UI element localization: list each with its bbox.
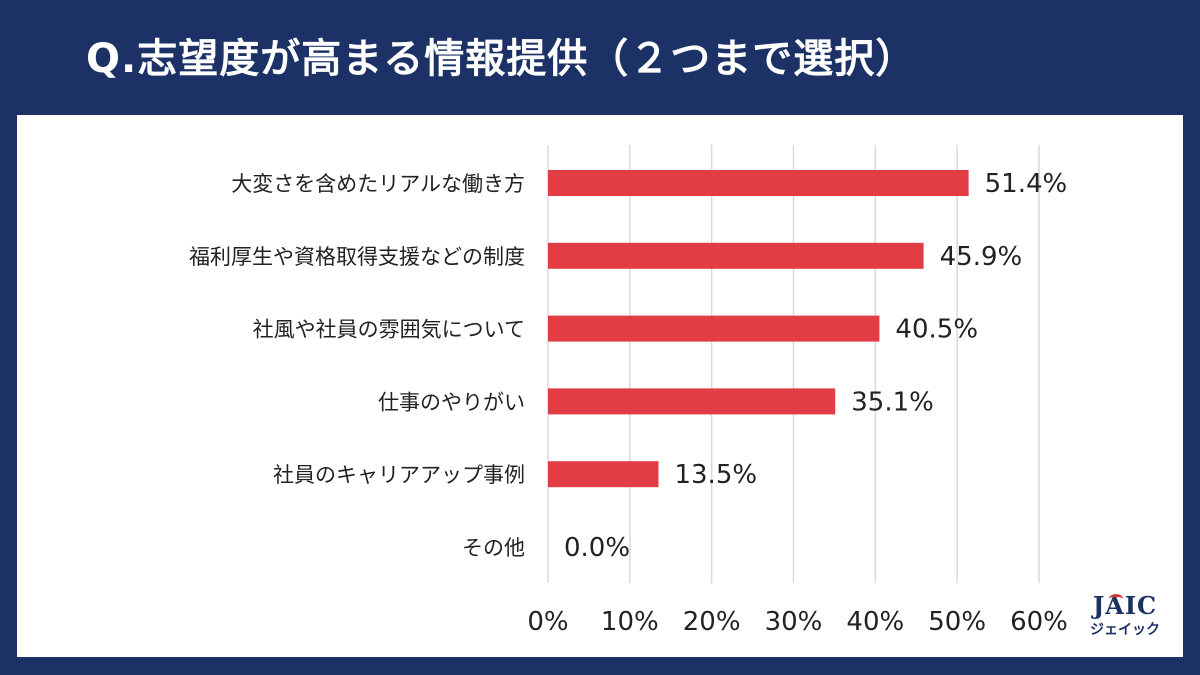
- value-label: 0.0%: [564, 533, 630, 563]
- logo-swoosh-icon: [1109, 594, 1123, 603]
- bar-2: [548, 242, 924, 269]
- category-label: その他: [462, 536, 525, 560]
- jaic-logo: JAIC ジェイック: [1075, 592, 1175, 648]
- logo-sub-text: ジェイック: [1090, 622, 1160, 638]
- bar-chart: 0% 10% 20% 30% 40% 50% 60% 大変さを含めたリアルな働き方 51.4% 福…: [189, 145, 1068, 637]
- bar-5: [548, 461, 659, 488]
- category-label: 仕事のやりがい: [378, 390, 525, 414]
- value-label: 45.9%: [940, 242, 1023, 272]
- chart-title: Q.志望度が高まる情報提供（２つまで選択）: [86, 36, 917, 82]
- x-tick-label: 50%: [928, 607, 986, 637]
- x-tick-label: 10%: [601, 607, 659, 637]
- bar-1: [548, 170, 969, 196]
- value-label: 35.1%: [851, 387, 934, 417]
- x-tick-label: 20%: [683, 607, 741, 637]
- value-label: 51.4%: [985, 169, 1068, 199]
- bar-4: [548, 388, 836, 415]
- category-label: 福利厚生や資格取得支援などの制度: [189, 245, 525, 269]
- value-label: 40.5%: [895, 315, 978, 345]
- x-tick-label: 30%: [765, 607, 823, 637]
- logo-main-text: JAIC: [1092, 591, 1158, 620]
- x-tick-label: 40%: [846, 607, 904, 637]
- bar-3: [548, 315, 880, 342]
- value-label: 13.5%: [674, 460, 757, 490]
- x-tick-label: 0%: [527, 607, 568, 637]
- category-label: 社風や社員の雰囲気について: [253, 318, 525, 342]
- category-label: 大変さを含めたリアルな働き方: [231, 172, 525, 196]
- category-label: 社員のキャリアアップ事例: [273, 463, 525, 487]
- x-tick-label: 60%: [1010, 607, 1068, 637]
- chart-panel: 0% 10% 20% 30% 40% 50% 60% 大変さを含めたリアルな働き方 51.4% 福…: [17, 115, 1183, 657]
